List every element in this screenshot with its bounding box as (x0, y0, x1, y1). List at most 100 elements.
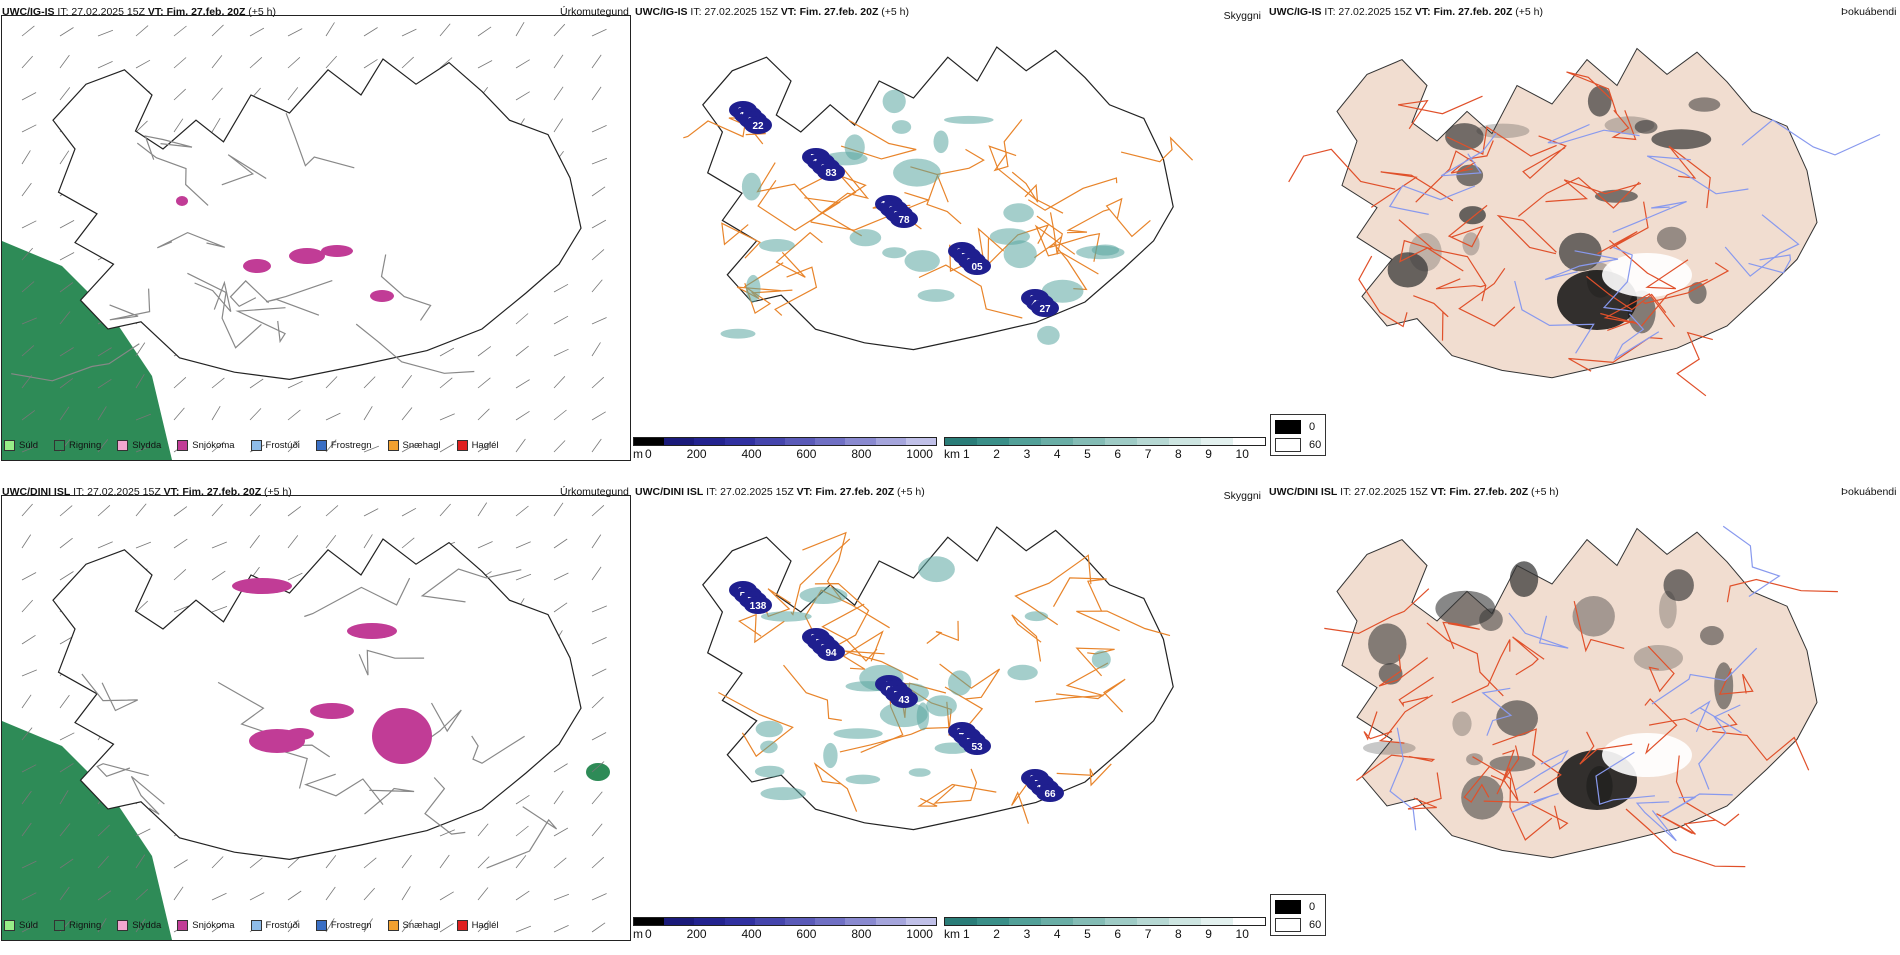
wind-barb (553, 283, 569, 293)
legend-swatch (4, 440, 15, 451)
road-line (1056, 763, 1112, 787)
fog-legend: 0 60 (1270, 894, 1326, 936)
wind-barb (287, 506, 302, 517)
wind-barb (135, 600, 148, 613)
wind-barb (553, 54, 564, 69)
road-line (81, 673, 138, 712)
wind-barb (59, 886, 70, 901)
wind-barb (591, 317, 607, 325)
fog-patch (1688, 282, 1707, 304)
m-colorbar (633, 437, 937, 446)
wind-barb (401, 507, 417, 517)
glacier-patch (1602, 733, 1692, 777)
road-line (265, 280, 333, 316)
road-line (1399, 239, 1464, 272)
panel-precip-type: UWC/IG-IS IT: 27.02.2025 15Z VT: Fim. 27… (0, 0, 633, 475)
wind-barb (211, 892, 227, 901)
wind-barb (401, 28, 417, 37)
wind-barb (591, 696, 604, 709)
road-line (933, 768, 978, 804)
wind-barb (249, 408, 262, 421)
wind-barb (211, 570, 226, 581)
road-line (993, 119, 1023, 172)
wind-barb (21, 599, 33, 613)
visibility-label: 94 (825, 648, 837, 659)
road-line (1011, 614, 1042, 662)
legend-swatch (54, 440, 66, 451)
road-line (1644, 698, 1678, 755)
wind-barb (591, 438, 602, 453)
road-line (1446, 125, 1557, 157)
wind-barb (515, 573, 532, 581)
visibility-label: 22 (752, 121, 764, 132)
road-line (1011, 774, 1034, 824)
visibility-patch (1003, 203, 1034, 223)
visibility-label: 138 (750, 601, 767, 612)
wind-barb (515, 890, 530, 901)
wind-barb (173, 538, 188, 549)
road-line (683, 111, 748, 139)
wind-barb (173, 407, 185, 421)
road-line (1398, 676, 1434, 708)
road-line (136, 142, 209, 206)
road-line (1407, 772, 1442, 810)
wind-barb (173, 506, 188, 517)
visibility-label: 78 (898, 215, 910, 226)
wind-barb (173, 57, 187, 69)
wind-barb (59, 694, 70, 709)
wind-barb (477, 377, 491, 389)
fog-patch (1363, 741, 1416, 755)
wind-barb (591, 761, 605, 773)
fog-legend-black-swatch (1275, 900, 1301, 914)
wind-barb (173, 605, 189, 613)
legend-swatch (117, 440, 129, 451)
visibility-patch (760, 740, 778, 754)
fog-map (1324, 525, 1838, 868)
wind-barb (591, 668, 607, 677)
wind-barb (97, 406, 107, 421)
visibility-patch (1024, 611, 1049, 622)
wind-barb (21, 220, 37, 229)
road-line (1690, 700, 1742, 734)
wind-barb (59, 150, 70, 165)
road-line (738, 613, 785, 644)
wind-barb (287, 28, 303, 37)
fog-legend-high: 60 (1309, 439, 1322, 451)
wind-barb (363, 27, 378, 37)
wind-barb (287, 919, 299, 933)
wind-barb (21, 410, 36, 421)
road-line (1514, 280, 1595, 354)
road-line (1595, 751, 1655, 805)
snow-area (370, 290, 394, 302)
low-visibility-patch (1036, 784, 1064, 802)
fog-patch (1459, 206, 1486, 225)
wind-barb (515, 21, 525, 37)
road-line (1748, 254, 1792, 274)
wind-barb (439, 347, 455, 357)
visibility-patch (799, 586, 848, 604)
road-line (420, 568, 522, 603)
road-line (757, 179, 841, 232)
wind-barb (287, 890, 302, 901)
road-line (1458, 267, 1516, 327)
wind-barb (59, 537, 73, 549)
low-visibility-patch (1031, 299, 1059, 317)
wind-barb (515, 925, 532, 933)
wind-barb (135, 918, 146, 933)
wind-barb (21, 924, 37, 933)
m-unit: m (633, 927, 643, 941)
road-line (1490, 766, 1519, 801)
wind-barb (363, 918, 373, 933)
wind-barb (249, 892, 265, 901)
visibility-patch (754, 765, 785, 778)
road-line (1415, 150, 1476, 203)
wind-barb (553, 315, 569, 325)
road-line (1675, 755, 1740, 827)
wind-barb (591, 125, 607, 133)
wind-barb (477, 920, 490, 933)
wind-barb (515, 91, 530, 101)
low-visibility-patch (963, 737, 991, 755)
wind-barb (59, 311, 71, 325)
wind-barb (211, 405, 221, 421)
wind-barb (439, 503, 451, 517)
